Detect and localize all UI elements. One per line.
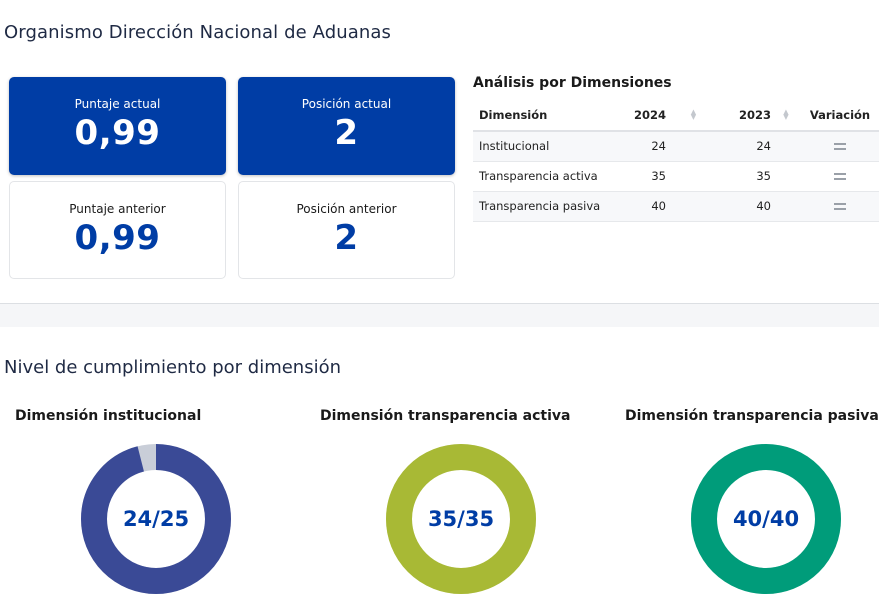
equal-icon xyxy=(834,203,846,210)
donut-chart-passive-transparency: 40/40 xyxy=(688,441,844,597)
dimensions-table-title: Análisis por Dimensiones xyxy=(473,75,672,91)
cell-variation xyxy=(801,191,879,222)
donut-label: 24/25 xyxy=(122,507,190,531)
donut-label: 40/40 xyxy=(732,507,800,531)
kpi-value: 0,99 xyxy=(74,218,161,258)
donut-chart-institutional: 24/25 xyxy=(78,441,234,597)
gauge-title-institutional: Dimensión institucional xyxy=(15,408,202,424)
donut-label: 35/35 xyxy=(427,507,495,531)
kpi-label: Posición actual xyxy=(301,97,392,111)
sort-icon[interactable]: ▲ ▼ xyxy=(666,99,721,132)
donut-chart-active-transparency: 35/35 xyxy=(383,441,539,597)
section-divider xyxy=(0,303,879,327)
cell-2024: 40 xyxy=(606,191,666,222)
donut-svg xyxy=(386,444,536,594)
kpi-label: Posición anterior xyxy=(296,202,397,216)
donut-value-arc xyxy=(81,444,231,594)
table-row: Transparencia activa 35 35 xyxy=(473,161,879,192)
kpi-value: 0,99 xyxy=(74,113,161,153)
section-title: Nivel de cumplimiento por dimensión xyxy=(4,357,342,378)
kpi-card-previous-score: Puntaje anterior 0,99 xyxy=(9,181,226,279)
kpi-label: Puntaje actual xyxy=(74,97,161,111)
cell-variation xyxy=(801,161,879,192)
kpi-value: 2 xyxy=(334,113,359,153)
cell-dimension: Institucional xyxy=(473,131,606,162)
column-header-dimension[interactable]: Dimensión xyxy=(473,99,606,132)
column-header-2023[interactable]: 2023 xyxy=(721,99,771,132)
donut-svg xyxy=(81,444,231,594)
cell-2024: 35 xyxy=(606,161,666,192)
cell-dimension: Transparencia pasiva xyxy=(473,191,606,222)
table-row: Institucional 24 24 xyxy=(473,131,879,162)
donut-svg xyxy=(691,444,841,594)
kpi-card-current-score: Puntaje actual 0,99 xyxy=(9,77,226,175)
kpi-label: Puntaje anterior xyxy=(69,202,166,216)
column-header-variation[interactable]: Variación xyxy=(801,99,879,132)
kpi-value: 2 xyxy=(334,218,359,258)
kpi-card-previous-position: Posición anterior 2 xyxy=(238,181,455,279)
equal-icon xyxy=(834,143,846,151)
equal-icon xyxy=(834,173,846,180)
donut-value-arc xyxy=(386,444,536,594)
column-header-2024[interactable]: 2024 xyxy=(606,99,666,132)
cell-dimension: Transparencia activa xyxy=(473,161,606,192)
cell-variation xyxy=(801,131,879,162)
kpi-card-current-position: Posición actual 2 xyxy=(238,77,455,175)
gauge-title-passive-transparency: Dimensión transparencia pasiva xyxy=(625,408,879,424)
page-title: Organismo Dirección Nacional de Aduanas xyxy=(4,22,392,43)
cell-2023: 40 xyxy=(721,191,771,222)
gauge-title-active-transparency: Dimensión transparencia activa xyxy=(320,408,571,424)
donut-value-arc xyxy=(691,444,841,594)
cell-2024: 24 xyxy=(606,131,666,162)
cell-2023: 24 xyxy=(721,131,771,162)
sort-icon[interactable]: ▲ ▼ xyxy=(771,99,801,132)
table-row: Transparencia pasiva 40 40 xyxy=(473,191,879,222)
cell-2023: 35 xyxy=(721,161,771,192)
dimensions-table: Dimensión 2024 ▲ ▼ 2023 ▲ ▼ Variación Inst… xyxy=(473,99,879,222)
